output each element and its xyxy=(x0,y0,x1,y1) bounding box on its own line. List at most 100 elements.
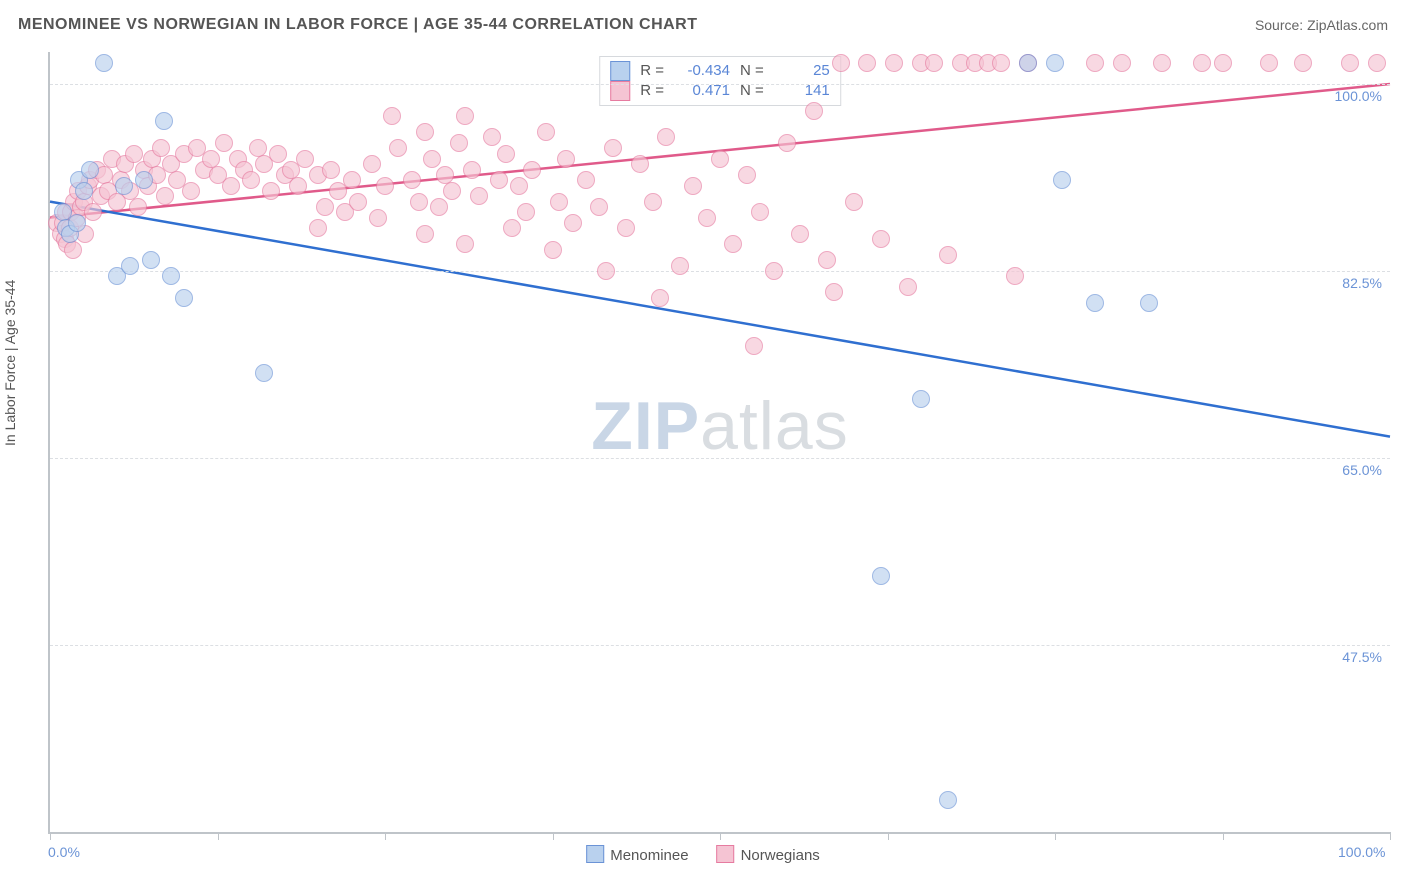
norwegians-point xyxy=(1086,54,1104,72)
norwegians-point xyxy=(523,161,541,179)
norwegians-point xyxy=(590,198,608,216)
norwegians-swatch-icon xyxy=(717,845,735,863)
norwegians-point xyxy=(363,155,381,173)
legend-menominee: Menominee xyxy=(586,845,688,864)
norwegians-point xyxy=(872,230,890,248)
norwegians-point xyxy=(222,177,240,195)
source-attribution: Source: ZipAtlas.com xyxy=(1255,17,1388,33)
norwegians-point xyxy=(778,134,796,152)
norwegians-point xyxy=(389,139,407,157)
norwegians-point xyxy=(517,203,535,221)
menominee-point xyxy=(95,54,113,72)
norwegians-point xyxy=(369,209,387,227)
x-start-label: 0.0% xyxy=(48,844,80,860)
norwegians-point xyxy=(791,225,809,243)
correlation-legend: R = -0.434 N = 25 R = 0.471 N = 141 xyxy=(599,56,841,106)
menominee-point xyxy=(1053,171,1071,189)
norwegians-point xyxy=(182,182,200,200)
norwegians-point xyxy=(631,155,649,173)
norwegians-point xyxy=(1294,54,1312,72)
norwegians-point xyxy=(738,166,756,184)
norwegians-point xyxy=(671,257,689,275)
norwegians-point xyxy=(765,262,783,280)
norwegians-point xyxy=(684,177,702,195)
norwegians-point xyxy=(537,123,555,141)
norwegians-point xyxy=(316,198,334,216)
norwegians-point xyxy=(322,161,340,179)
norwegians-point xyxy=(1214,54,1232,72)
norwegians-point xyxy=(597,262,615,280)
norwegians-point xyxy=(383,107,401,125)
norwegians-point xyxy=(832,54,850,72)
norwegians-point xyxy=(858,54,876,72)
norwegians-point xyxy=(416,225,434,243)
menominee-swatch-icon xyxy=(586,845,604,863)
norwegians-point xyxy=(296,150,314,168)
norwegians-point xyxy=(269,145,287,163)
norwegians-point xyxy=(309,219,327,237)
norwegians-point xyxy=(745,337,763,355)
norwegians-point xyxy=(497,145,515,163)
norwegians-point xyxy=(1368,54,1386,72)
norwegians-point xyxy=(410,193,428,211)
norwegians-point xyxy=(617,219,635,237)
norwegians-point xyxy=(805,102,823,120)
y-tick-label: 100.0% xyxy=(1335,88,1382,104)
norwegians-point xyxy=(899,278,917,296)
menominee-point xyxy=(939,791,957,809)
norwegians-point xyxy=(129,198,147,216)
norwegians-point xyxy=(939,246,957,264)
menominee-point xyxy=(1046,54,1064,72)
menominee-point xyxy=(155,112,173,130)
norwegians-point xyxy=(343,171,361,189)
norwegians-point xyxy=(724,235,742,253)
norwegians-point xyxy=(463,161,481,179)
legend-norwegians: Norwegians xyxy=(717,845,820,864)
norwegians-point xyxy=(1006,267,1024,285)
norwegians-point xyxy=(242,171,260,189)
norwegians-point xyxy=(818,251,836,269)
norwegians-point xyxy=(604,139,622,157)
norwegians-point xyxy=(925,54,943,72)
norwegians-point xyxy=(711,150,729,168)
menominee-swatch xyxy=(610,61,630,81)
x-end-label: 100.0% xyxy=(1338,844,1385,860)
norwegians-point xyxy=(651,289,669,307)
norwegians-point xyxy=(845,193,863,211)
norwegians-point xyxy=(456,235,474,253)
legend-bottom: Menominee Norwegians xyxy=(586,845,820,864)
norwegians-point xyxy=(470,187,488,205)
menominee-point xyxy=(255,364,273,382)
menominee-point xyxy=(1019,54,1037,72)
norwegians-point xyxy=(84,203,102,221)
chart-title: MENOMINEE VS NORWEGIAN IN LABOR FORCE | … xyxy=(18,16,698,34)
norwegians-point xyxy=(450,134,468,152)
norwegians-point xyxy=(423,150,441,168)
y-axis-label: In Labor Force | Age 35-44 xyxy=(2,280,18,446)
norwegians-point xyxy=(657,128,675,146)
norwegians-point xyxy=(1341,54,1359,72)
norwegians-point xyxy=(456,107,474,125)
menominee-point xyxy=(872,567,890,585)
menominee-point xyxy=(162,267,180,285)
norwegians-point xyxy=(564,214,582,232)
norwegians-point xyxy=(1153,54,1171,72)
norwegians-point xyxy=(416,123,434,141)
menominee-point xyxy=(81,161,99,179)
norwegians-point xyxy=(550,193,568,211)
menominee-point xyxy=(121,257,139,275)
norwegians-point xyxy=(490,171,508,189)
norwegians-point xyxy=(503,219,521,237)
norwegians-point xyxy=(698,209,716,227)
norwegians-point xyxy=(1260,54,1278,72)
menominee-point xyxy=(142,251,160,269)
norwegians-point xyxy=(483,128,501,146)
y-tick-label: 47.5% xyxy=(1342,649,1382,665)
menominee-point xyxy=(175,289,193,307)
menominee-point xyxy=(75,182,93,200)
norwegians-point xyxy=(510,177,528,195)
norwegians-point xyxy=(215,134,233,152)
norwegians-point xyxy=(544,241,562,259)
norwegians-point xyxy=(1113,54,1131,72)
norwegians-point xyxy=(156,187,174,205)
